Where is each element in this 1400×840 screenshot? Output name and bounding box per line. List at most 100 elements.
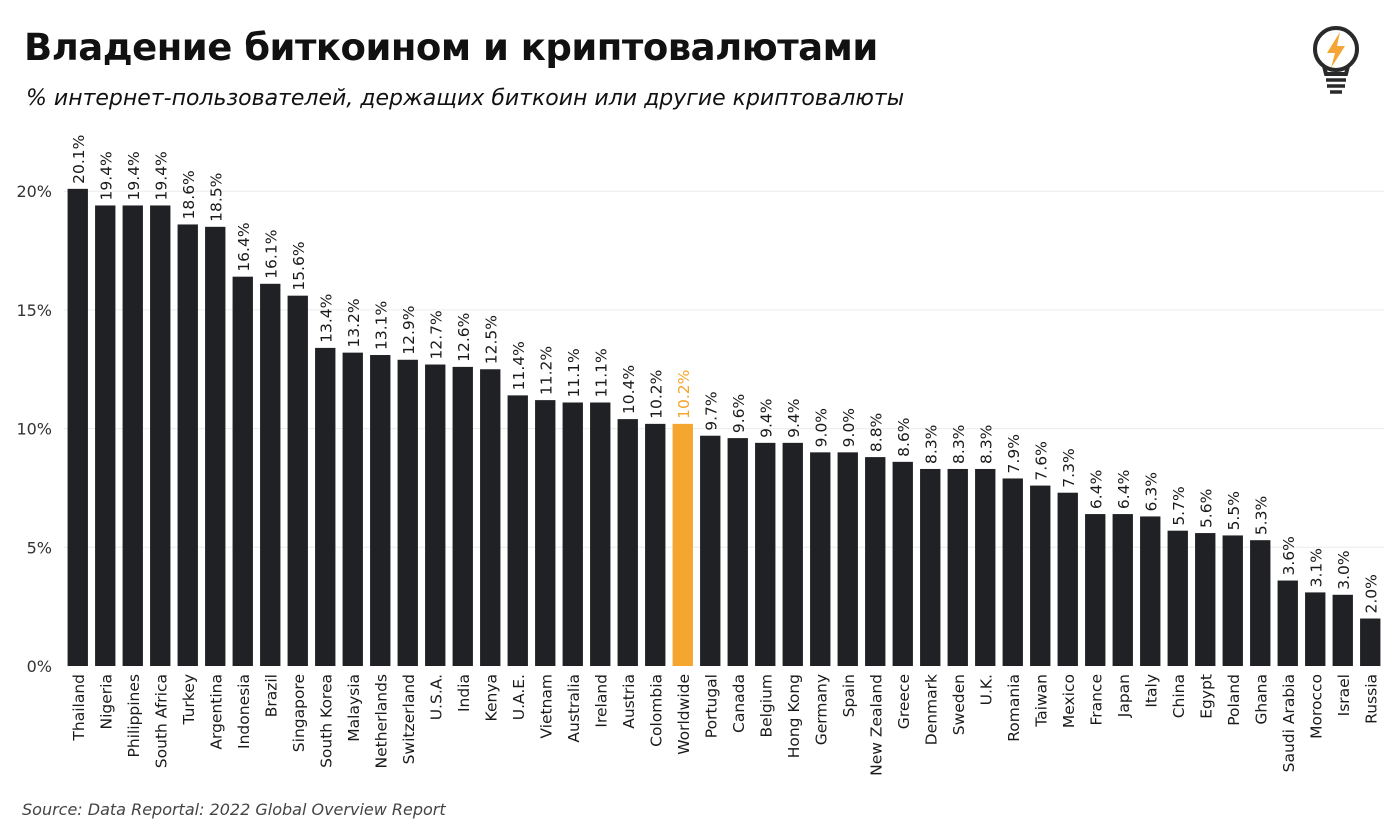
x-tick-label: Italy: [1142, 674, 1160, 708]
value-label: 9.4%: [757, 398, 775, 437]
x-tick-label: Brazil: [262, 674, 280, 717]
x-tick-label: Argentina: [207, 674, 225, 750]
bars: [67, 188, 1381, 666]
x-tick-label: New Zealand: [867, 674, 885, 776]
bar: [562, 402, 583, 666]
bar: [617, 419, 638, 666]
x-tick-label: Worldwide: [675, 674, 693, 755]
bar: [342, 352, 363, 666]
x-axis-ticks: Thailand Nigeria Philippines South Africa Tu…: [70, 674, 1381, 776]
value-label: 13.4%: [317, 294, 335, 343]
value-label: 2.0%: [1362, 574, 1380, 613]
x-tick-label: Japan: [1115, 674, 1133, 718]
value-label: 19.4%: [125, 151, 143, 200]
bar: [1195, 533, 1216, 666]
x-tick-label: Canada: [730, 674, 748, 733]
bar: [232, 276, 253, 666]
x-tick-label: South Korea: [317, 674, 335, 768]
bar: [1057, 492, 1078, 666]
bar: [1002, 478, 1023, 666]
value-label: 8.3%: [950, 425, 968, 464]
x-tick-label: Belgium: [757, 674, 775, 738]
bar: [947, 468, 968, 666]
x-tick-label: Ireland: [592, 674, 610, 728]
value-labels: 20.1% 19.4% 19.4% 19.4% 18.6% 18.5% 16.4% 16.1%…: [70, 135, 1381, 614]
value-label: 8.6%: [895, 417, 913, 456]
y-tick-label: 5%: [27, 538, 52, 557]
x-tick-label: Austria: [620, 674, 638, 729]
bar: [1332, 594, 1353, 666]
bar: [480, 369, 501, 666]
bar: [535, 400, 556, 666]
y-tick-label: 10%: [16, 420, 52, 439]
value-label: 9.7%: [702, 391, 720, 430]
value-label: 12.7%: [427, 310, 445, 359]
value-label: 11.1%: [565, 348, 583, 397]
bar: [315, 347, 336, 666]
x-tick-label: U.K.: [977, 674, 995, 705]
bar: [590, 402, 611, 666]
bar: [1140, 516, 1161, 666]
x-tick-label: U.A.E.: [510, 674, 528, 720]
bar: [700, 435, 721, 666]
value-label: 9.0%: [812, 408, 830, 447]
y-tick-label: 15%: [16, 301, 52, 320]
x-tick-label: Saudi Arabia: [1280, 674, 1298, 772]
x-tick-label: Indonesia: [235, 674, 253, 749]
value-label: 6.4%: [1087, 470, 1105, 509]
bar: [1085, 514, 1106, 666]
bar: [1030, 485, 1051, 666]
x-tick-label: Spain: [840, 674, 858, 717]
x-tick-label: Israel: [1335, 674, 1353, 716]
x-tick-label: Malaysia: [345, 674, 363, 742]
bar: [975, 468, 996, 666]
x-tick-label: Greece: [895, 674, 913, 729]
value-label: 19.4%: [97, 151, 115, 200]
bar: [837, 452, 858, 666]
bar: [1360, 618, 1381, 666]
value-label: 7.9%: [1005, 434, 1023, 473]
grid-lines: [64, 190, 1384, 548]
x-tick-label: Denmark: [922, 674, 940, 745]
y-tick-label: 20%: [16, 182, 52, 201]
value-label: 12.6%: [455, 313, 473, 362]
x-tick-label: Netherlands: [372, 674, 390, 768]
value-label: 16.1%: [262, 230, 280, 279]
x-tick-label: Philippines: [125, 674, 143, 758]
value-label: 11.2%: [537, 346, 555, 395]
value-label: 9.6%: [730, 394, 748, 433]
x-tick-label: Taiwan: [1032, 674, 1050, 728]
value-label: 18.5%: [207, 173, 225, 222]
x-tick-label: China: [1170, 674, 1188, 718]
value-label: 12.5%: [482, 315, 500, 364]
bar: [1305, 592, 1326, 666]
bar: [1250, 540, 1271, 666]
value-label: 8.8%: [867, 413, 885, 452]
bar: [397, 359, 418, 666]
value-label: 10.4%: [620, 365, 638, 414]
value-label: 15.6%: [290, 241, 308, 290]
bar-chart: 0% 5% 10% 15% 20% 20.1% 19.4% 19.4% 19.4% 18.6% 1…: [16, 135, 1384, 776]
x-tick-label: Vietnam: [537, 674, 555, 739]
value-label: 6.3%: [1142, 472, 1160, 511]
x-tick-label: South Africa: [152, 674, 170, 768]
y-tick-label: 0%: [27, 657, 52, 676]
bar: [260, 283, 281, 666]
value-label: 20.1%: [70, 135, 88, 184]
x-tick-label: Sweden: [950, 674, 968, 735]
x-tick-label: Mexico: [1060, 674, 1078, 728]
bar: [67, 188, 88, 666]
x-tick-label: Portugal: [702, 674, 720, 738]
bar: [177, 224, 198, 666]
bar: [1112, 514, 1133, 666]
value-label: 3.1%: [1307, 548, 1325, 587]
bar: [645, 423, 666, 666]
bar: [920, 468, 941, 666]
value-label: 8.3%: [977, 425, 995, 464]
value-label: 13.1%: [372, 301, 390, 350]
x-tick-label: France: [1087, 674, 1105, 726]
y-axis-ticks: 0% 5% 10% 15% 20%: [16, 182, 52, 676]
value-label: 8.3%: [922, 425, 940, 464]
value-label: 18.6%: [180, 170, 198, 219]
bar: [1222, 535, 1243, 666]
